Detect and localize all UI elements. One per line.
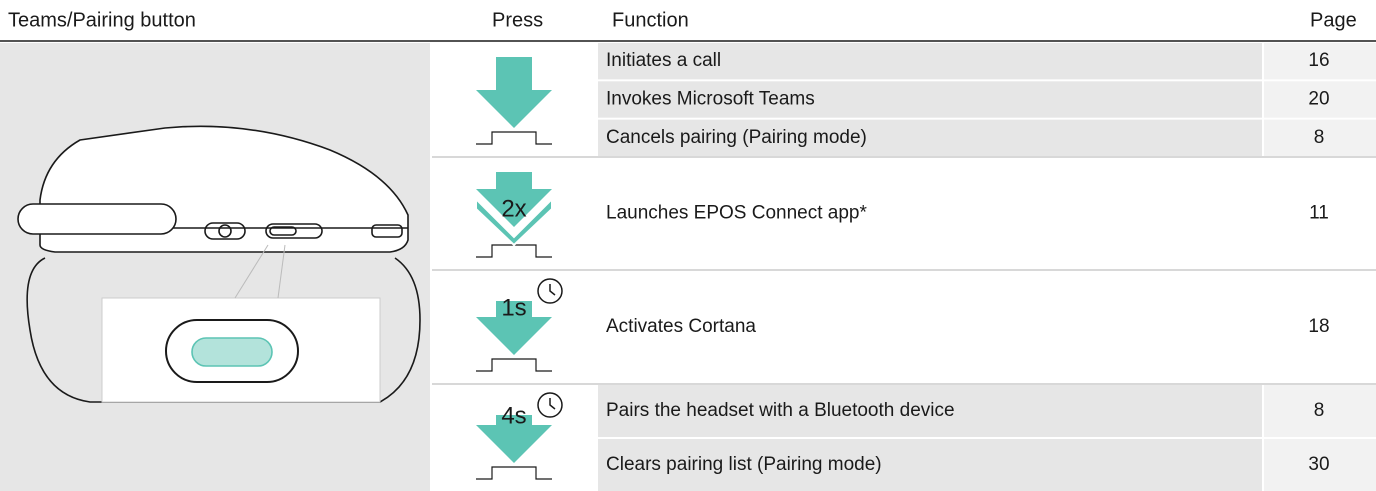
function-text: Invokes Microsoft Teams bbox=[606, 89, 815, 110]
page-number: 8 bbox=[1314, 400, 1325, 421]
button-base bbox=[476, 358, 552, 372]
function-text: Initiates a call bbox=[606, 50, 721, 71]
page-number: 16 bbox=[1308, 50, 1329, 71]
function-text: Launches EPOS Connect app* bbox=[606, 203, 868, 224]
clock-hands bbox=[549, 398, 556, 410]
press-label: 1s bbox=[501, 294, 526, 321]
function-text: Cancels pairing (Pairing mode) bbox=[606, 127, 867, 148]
press-label: 4s bbox=[501, 402, 526, 429]
press-arrow bbox=[476, 301, 552, 355]
function-cell bbox=[598, 43, 1262, 80]
page-cell bbox=[1264, 43, 1376, 80]
press-arrow bbox=[476, 57, 552, 128]
function-text: Activates Cortana bbox=[606, 316, 756, 337]
header-press: Press bbox=[492, 9, 543, 31]
function-cell bbox=[598, 439, 1262, 491]
clock-hands bbox=[549, 284, 556, 296]
page-cell bbox=[1264, 119, 1376, 156]
function-cell bbox=[598, 119, 1262, 156]
function-text: Clears pairing list (Pairing mode) bbox=[606, 454, 882, 475]
header-page: Page bbox=[1310, 9, 1357, 31]
headset-illustration bbox=[17, 125, 421, 403]
press-label: 2x bbox=[501, 195, 526, 222]
page-cell bbox=[1264, 81, 1376, 118]
function-cell bbox=[598, 385, 1262, 437]
function-cell bbox=[598, 81, 1262, 118]
page-cell bbox=[1264, 385, 1376, 437]
button-base bbox=[476, 244, 552, 258]
press-arrow bbox=[476, 415, 552, 463]
header-function: Function bbox=[612, 9, 689, 31]
page-number: 11 bbox=[1309, 203, 1329, 224]
press-chevron bbox=[475, 196, 553, 247]
page-number: 18 bbox=[1308, 316, 1329, 337]
press-arrow bbox=[476, 172, 552, 227]
page-number: 20 bbox=[1308, 89, 1329, 110]
button-base bbox=[476, 466, 552, 480]
page-cell bbox=[1264, 439, 1376, 491]
header-button: Teams/Pairing button bbox=[8, 9, 196, 31]
image-panel bbox=[0, 43, 430, 491]
function-text: Pairs the headset with a Bluetooth devic… bbox=[606, 400, 955, 421]
page-number: 30 bbox=[1308, 454, 1329, 475]
button-base bbox=[476, 131, 552, 145]
page-number: 8 bbox=[1314, 127, 1325, 148]
